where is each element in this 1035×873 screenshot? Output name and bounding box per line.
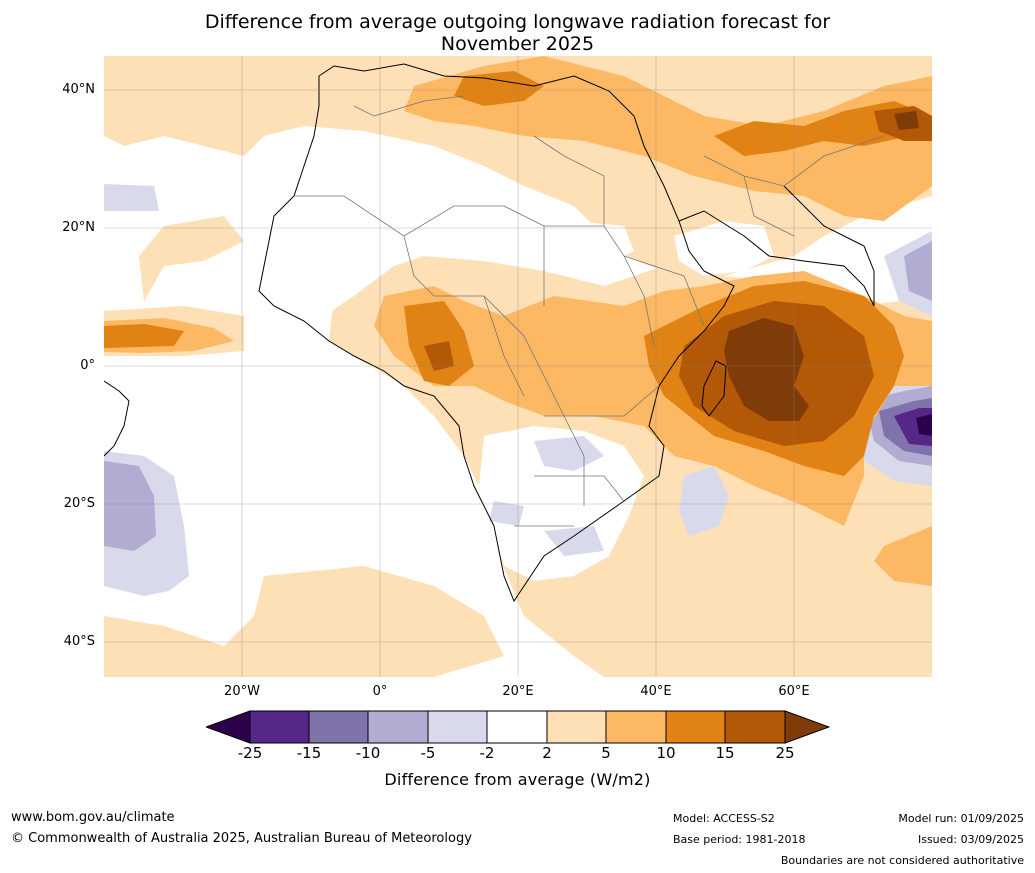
colorbar-label: Difference from average (W/m2) (384, 770, 651, 789)
footer-disclaimer: Boundaries are not considered authoritat… (780, 854, 1024, 867)
footer-model-run: Model run: 01/09/2025 (898, 812, 1024, 825)
olr-anomaly-map (104, 56, 932, 677)
colorbar-tick: 10 (656, 744, 676, 762)
colorbar-cell-p10-p15 (665, 710, 726, 744)
colorbar-cell-m25-m15 (249, 710, 310, 744)
lon-label-40e: 40°E (640, 684, 672, 699)
anomaly-band-m10-m25 (879, 398, 932, 456)
lon-label-60e: 60°E (778, 684, 810, 699)
lat-label-20s: 20°S (63, 496, 95, 511)
colorbar-tick: -2 (479, 744, 495, 762)
colorbar-tick: 2 (542, 744, 552, 762)
colorbar-tick: 15 (715, 744, 735, 762)
lat-label-40n: 40°N (62, 82, 95, 97)
footer-base-period: Base period: 1981-2018 (673, 833, 806, 846)
lon-label-20e: 20°E (502, 684, 534, 699)
map-title-line-2: November 2025 (440, 33, 595, 55)
graticule (104, 56, 932, 677)
lon-label-0: 0° (372, 684, 388, 699)
colorbar-tick: -15 (296, 744, 322, 762)
colorbar (206, 710, 830, 744)
lat-label-40s: 40°S (63, 634, 95, 649)
colorbar-tick: 25 (775, 744, 795, 762)
anomaly-band-above-25 (724, 111, 919, 421)
footer-website-link[interactable]: www.bom.gov.au/climate (11, 810, 175, 825)
colorbar-extend-low (206, 710, 251, 744)
colorbar-tick: -25 (237, 744, 263, 762)
colorbar-cell-p5-p10 (605, 710, 667, 744)
country-borders (294, 95, 885, 527)
colorbar-cell-m10-m5 (367, 710, 429, 744)
footer-model: Model: ACCESS-S2 (673, 812, 775, 825)
colorbar-tick: 5 (601, 744, 611, 762)
colorbar-tick: -5 (420, 744, 436, 762)
colorbar-extend-high (784, 710, 830, 744)
colorbar-tick: -10 (355, 744, 381, 762)
colorbar-cell-m2-p2 (486, 710, 548, 744)
lon-label-20w: 20°W (224, 684, 260, 699)
footer-copyright: © Commonwealth of Australia 2025, Austra… (11, 831, 472, 846)
colorbar-cell-p2-p5 (546, 710, 607, 744)
colorbar-cell-p15-p25 (724, 710, 786, 744)
colorbar-cell-m15-m10 (308, 710, 369, 744)
footer-issued: Issued: 03/09/2025 (917, 833, 1024, 846)
coastlines (104, 63, 875, 603)
lat-label-0: 0° (80, 358, 95, 373)
map-title-line-1: Difference from average outgoing longwav… (204, 11, 831, 33)
neutral-patches (104, 156, 774, 581)
lat-label-20n: 20°N (62, 220, 95, 235)
colorbar-cell-m5-m2 (427, 710, 488, 744)
